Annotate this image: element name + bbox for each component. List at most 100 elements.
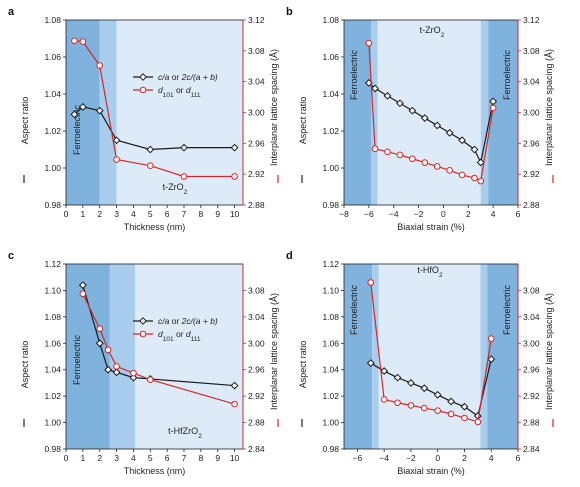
data-point — [476, 158, 485, 167]
data-point — [371, 145, 379, 153]
x-tick-label: 6 — [165, 209, 170, 219]
region-label: Ferroelectric — [349, 284, 359, 335]
data-point — [393, 373, 402, 382]
y-tick-label: 1.04 — [322, 89, 339, 99]
y2-tick-label: 2.92 — [523, 169, 540, 179]
data-point — [408, 106, 417, 115]
x-tick-label: −4 — [379, 453, 389, 463]
legend-marker — [139, 86, 147, 94]
legend-marker — [139, 317, 147, 325]
series-line — [370, 282, 492, 423]
y2-tick-label: 3.08 — [248, 46, 265, 56]
region-label: t-HfZrO2 — [168, 426, 202, 440]
y-axis-label-left: Aspect ratio — [298, 97, 308, 145]
data-point — [146, 162, 154, 169]
x-tick-label: 1 — [80, 453, 85, 463]
panel-letter: a — [8, 6, 15, 18]
y-axis-label-left: Aspect ratio — [20, 97, 30, 145]
legend-label: c/a or 2c/(a + b) — [158, 72, 218, 82]
x-tick-label: −2 — [414, 209, 424, 219]
data-point — [447, 410, 455, 418]
x-tick-label: 5 — [148, 209, 153, 219]
y2-tick-label: 3.00 — [248, 108, 265, 118]
y-tick-label: 1.06 — [44, 338, 61, 348]
y-tick-label: 1.06 — [44, 52, 61, 62]
y2-tick-label: 2.96 — [248, 138, 265, 148]
x-axis-label: Thickness (nm) — [124, 222, 186, 232]
data-point — [396, 151, 404, 159]
x-tick-label: 3 — [114, 209, 119, 219]
data-point — [458, 171, 466, 179]
x-axis-label: Biaxial strain (%) — [397, 222, 465, 232]
x-tick-label: 0 — [64, 453, 69, 463]
x-tick-label: −2 — [406, 453, 416, 463]
y-tick-label: 1.04 — [44, 89, 61, 99]
x-tick-label: 2 — [97, 453, 102, 463]
data-point — [487, 335, 495, 342]
panel-b: b −8 −6 −4 −2 0 2 4 6 0.98 1.00 1.02 1.04 1.06 1.08 2.8… — [286, 6, 554, 232]
y-tick-label: 1.06 — [322, 52, 339, 62]
data-point — [146, 376, 154, 383]
x-tick-label: 2 — [462, 453, 467, 463]
y2-tick-label: 3.00 — [523, 108, 540, 118]
x-tick-label: 0 — [441, 209, 446, 219]
data-point — [446, 167, 453, 174]
data-point — [366, 359, 375, 368]
data-point — [104, 346, 112, 354]
panel-a: a 0 1 2 3 4 5 6 7 8 9 10 0.98 1.00 1.02 1.04 1.06 1.08 2.8… — [8, 6, 279, 232]
data-point — [409, 155, 416, 163]
x-tick-label: 8 — [198, 209, 203, 219]
y-axis-label-left: Aspect ratio — [298, 341, 308, 389]
y-tick-label: 1.04 — [44, 365, 61, 375]
x-axis-label: Thickness (nm) — [124, 466, 186, 476]
y-tick-label: 1.02 — [44, 391, 61, 401]
x-tick-label: 9 — [215, 209, 220, 219]
x-tick-label: 1 — [80, 209, 85, 219]
y2-tick-label: 2.92 — [523, 391, 540, 401]
data-point — [396, 99, 404, 108]
y-axis-label-left: Aspect ratio — [20, 341, 30, 389]
data-point — [420, 384, 429, 393]
data-point — [420, 114, 429, 122]
data-point — [113, 363, 120, 370]
data-point — [79, 38, 87, 45]
y-tick-label: 1.08 — [44, 15, 61, 25]
legend-marker — [139, 73, 147, 81]
data-point — [79, 290, 87, 298]
x-tick-label: 10 — [230, 209, 240, 219]
data-point — [461, 414, 468, 422]
y-tick-label: 1.08 — [322, 15, 339, 25]
y-tick-label: 1.00 — [322, 418, 339, 428]
x-tick-label: 3 — [114, 453, 119, 463]
legend-label: d101 or d111 — [158, 85, 201, 99]
data-point — [96, 62, 104, 69]
phase-region — [372, 264, 379, 449]
x-tick-label: −8 — [339, 209, 349, 219]
data-point — [383, 91, 392, 100]
data-point — [231, 173, 238, 180]
y-tick-label: 1.08 — [44, 312, 61, 322]
y2-tick-label: 3.04 — [523, 77, 540, 87]
phase-region — [378, 264, 481, 449]
x-tick-label: 0 — [64, 209, 69, 219]
y2-tick-label: 3.08 — [248, 285, 265, 295]
phase-region — [488, 20, 518, 205]
x-tick-label: 6 — [516, 453, 521, 463]
x-tick-label: −4 — [389, 209, 399, 219]
data-point — [445, 128, 454, 137]
x-tick-label: 6 — [165, 453, 170, 463]
data-point — [470, 145, 479, 154]
region-label: t-ZrO2 — [420, 25, 445, 39]
legend-label: d101 or d111 — [158, 329, 201, 343]
y-tick-label: 1.00 — [44, 163, 61, 173]
x-tick-label: −6 — [353, 453, 363, 463]
data-point — [230, 143, 239, 152]
data-point — [230, 381, 239, 390]
y-tick-label: 1.10 — [44, 285, 61, 295]
y-tick-label: 0.98 — [322, 200, 339, 210]
y2-tick-label: 3.04 — [248, 312, 265, 322]
phase-region — [480, 20, 489, 205]
data-point — [78, 103, 87, 111]
y2-tick-label: 3.00 — [523, 338, 540, 348]
